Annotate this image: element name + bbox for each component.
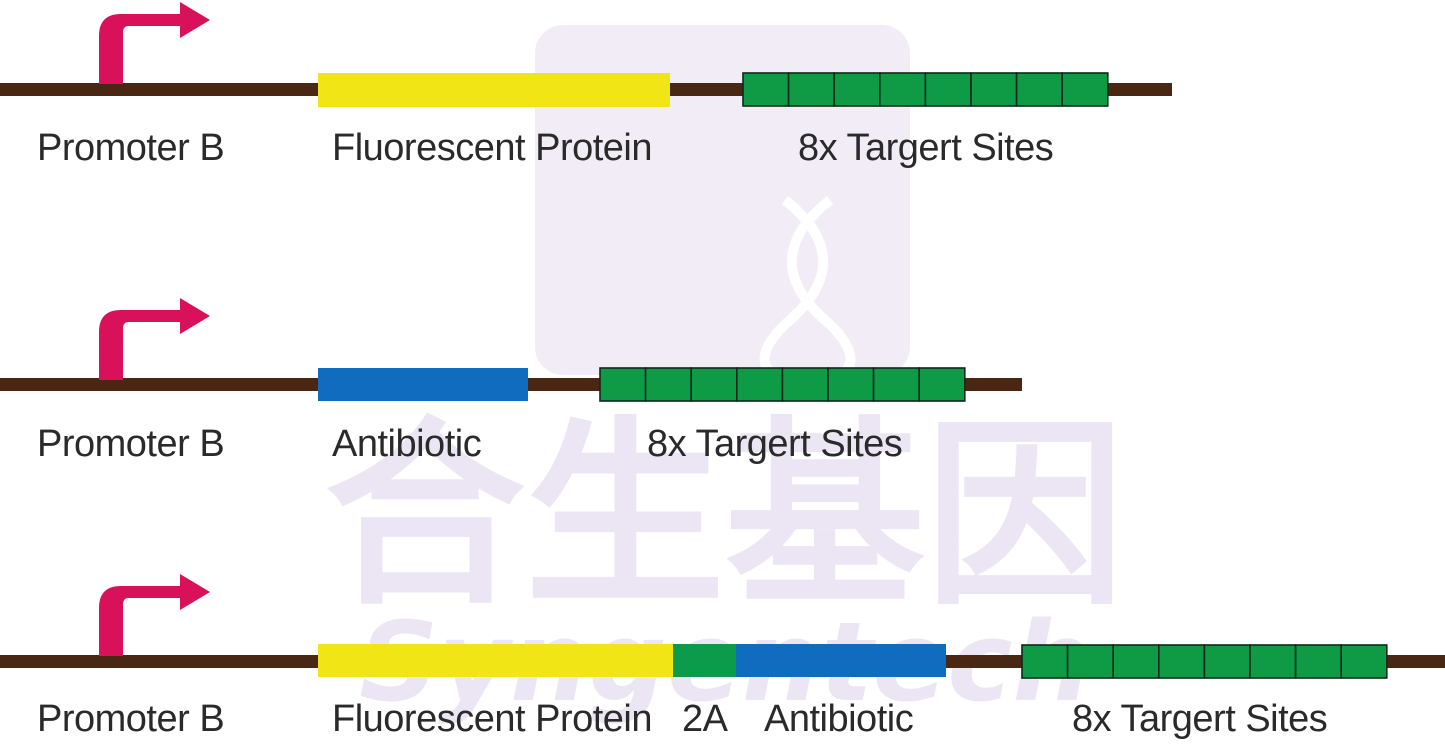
antibiotic-label: Antibiotic [764, 698, 914, 740]
target-site-5 [781, 367, 829, 402]
target-site-7 [1015, 72, 1063, 107]
target-site-5 [1203, 644, 1251, 679]
target-site-8 [1061, 72, 1109, 107]
target-site-4 [1158, 644, 1206, 679]
target-sites-block [1021, 644, 1388, 679]
target-sites-block [599, 367, 966, 402]
target-sites-block [742, 72, 1109, 107]
target-site-6 [1249, 644, 1297, 679]
promoter-label: Promoter B [37, 423, 225, 465]
antibiotic-label: Antibiotic [332, 423, 482, 465]
target-site-1 [742, 72, 790, 107]
construct-3 [0, 574, 1445, 679]
target-site-4 [735, 367, 784, 402]
target-site-5 [924, 72, 972, 107]
promoter-arrow-icon [99, 2, 210, 84]
target-site-2 [644, 367, 692, 402]
target-site-3 [833, 72, 881, 107]
promoter-arrow-icon [99, 298, 210, 380]
target-site-2 [1066, 644, 1114, 679]
target-site-4 [878, 72, 927, 107]
antibiotic-segment [318, 368, 528, 401]
target-site-1 [1021, 644, 1069, 679]
promoter-label: Promoter B [37, 698, 225, 740]
target-site-8 [918, 367, 966, 402]
fluorescent-protein-label: Fluorescent Protein [332, 698, 653, 740]
target-sites-label: 8x Targert Sites [798, 127, 1054, 169]
target-site-2 [787, 72, 835, 107]
watermark-cn-text: 合生基因 [325, 400, 1125, 633]
target-site-6 [827, 367, 875, 402]
target-site-8 [1340, 644, 1388, 679]
target-site-6 [970, 72, 1018, 107]
target-sites-label: 8x Targert Sites [1072, 698, 1328, 740]
promoter-label: Promoter B [37, 127, 225, 169]
fluorescent-protein-segment [318, 644, 673, 677]
construct-2 [0, 298, 1022, 402]
target-site-1 [599, 367, 647, 402]
target-sites-label: 8x Targert Sites [647, 423, 903, 465]
target-site-7 [1294, 644, 1342, 679]
construct-1 [0, 2, 1172, 107]
linker-2a-segment [673, 644, 736, 677]
promoter-arrow-icon [99, 574, 210, 656]
fluorescent-protein-label: Fluorescent Protein [332, 127, 653, 169]
target-site-3 [690, 367, 738, 402]
target-site-7 [872, 367, 920, 402]
linker-2a-label: 2A [682, 698, 728, 740]
target-site-3 [1112, 644, 1160, 679]
fluorescent-protein-segment [318, 73, 670, 107]
antibiotic-segment [736, 644, 946, 677]
